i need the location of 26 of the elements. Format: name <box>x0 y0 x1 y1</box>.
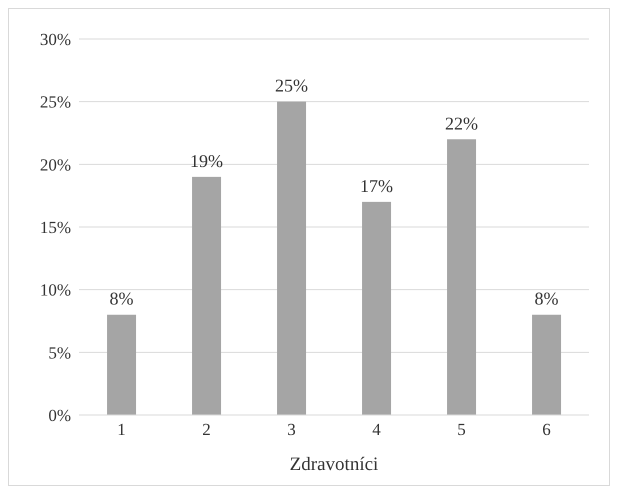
x-axis-title: Zdravotníci <box>290 454 378 475</box>
data-label: 8% <box>110 288 134 309</box>
x-tick-label: 4 <box>372 420 382 440</box>
y-tick-label: 25% <box>40 92 71 112</box>
data-label: 19% <box>190 150 224 171</box>
x-tick-label: 1 <box>117 420 126 440</box>
x-tick-label: 2 <box>202 420 211 440</box>
data-label: 22% <box>445 113 478 134</box>
bar <box>192 176 222 415</box>
y-tick-label: 10% <box>40 280 71 300</box>
x-tick-label: 6 <box>542 420 551 440</box>
bar <box>107 314 136 415</box>
y-tick-label: 20% <box>40 155 71 174</box>
y-tick-label: 30% <box>40 30 71 50</box>
bar <box>532 314 562 415</box>
y-tick-label: 15% <box>40 218 71 238</box>
x-tick-label: 3 <box>287 420 296 440</box>
bar <box>362 202 392 415</box>
x-tick-label: 5 <box>457 420 466 440</box>
data-label: 17% <box>360 176 394 196</box>
data-label: 8% <box>534 288 559 309</box>
bar <box>277 102 306 415</box>
data-label: 25% <box>275 76 308 96</box>
y-tick-label: 0% <box>48 406 71 426</box>
bar <box>447 139 476 415</box>
y-tick-label: 5% <box>48 343 71 362</box>
